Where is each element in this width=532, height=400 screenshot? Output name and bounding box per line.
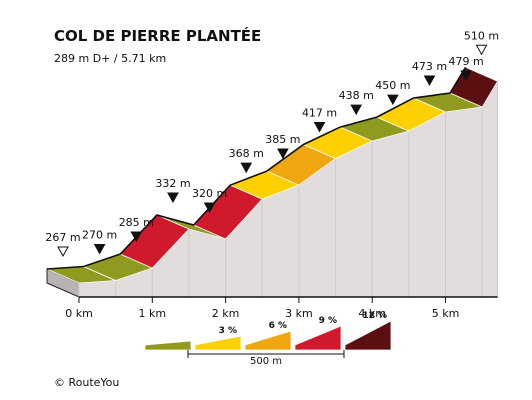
profile-gradient-strip [46, 66, 499, 284]
distance-tick-label: 2 km [212, 307, 240, 320]
elevation-label: 320 m [192, 187, 227, 200]
chart-title: COL DE PIERRE PLANTÉE [54, 26, 261, 45]
elevation-label: 267 m [45, 231, 80, 244]
profile-side-faces [46, 79, 499, 298]
elevation-marker [203, 202, 216, 214]
legend-swatch [294, 325, 342, 351]
gradient-legend: 3 % 6 % 9 % 12 % [144, 311, 392, 351]
elevation-label: 270 m [82, 229, 117, 242]
profile-side-segment [445, 106, 483, 298]
profile-ridge-line [46, 66, 467, 270]
elevation-marker [57, 246, 69, 258]
elevation-marker [475, 44, 488, 56]
scale-bar: 500 m [187, 350, 345, 367]
distance-tick-label: 3 km [285, 307, 313, 320]
legend-label: 6 % [269, 321, 287, 331]
distance-tick-label: 5 km [432, 307, 460, 320]
distance-tick-label: 4 km [358, 307, 386, 320]
chart-subtitle: 289 m D+ / 5.71 km [54, 52, 166, 65]
elevation-label: 473 m [412, 60, 447, 73]
copyright-text: © RouteYou [54, 376, 119, 389]
legend-swatch [194, 335, 242, 351]
legend-label: 12 % [362, 311, 387, 321]
legend-label: 3 % [219, 326, 237, 336]
legend-swatch [344, 320, 392, 351]
elevation-marker [93, 244, 106, 255]
legend-swatch [244, 330, 292, 351]
elevation-label: 368 m [229, 147, 264, 160]
elevation-label: 450 m [375, 79, 410, 92]
elevation-marker [387, 94, 399, 106]
elevation-marker [350, 104, 363, 116]
elevation-marker [277, 148, 289, 160]
scale-label: 500 m [250, 356, 282, 367]
profile-side-segment [408, 111, 446, 298]
elevation-label: 438 m [339, 89, 374, 102]
legend-swatch [144, 340, 192, 351]
profile-side-segment [261, 184, 300, 298]
elevation-label: 285 m [119, 216, 154, 229]
elevation-label: 385 m [265, 133, 300, 146]
profile-side-segment [481, 79, 499, 298]
profile-side-segment [188, 228, 227, 298]
elevation-marker [167, 192, 179, 204]
distance-tick-label: 1 km [139, 307, 167, 320]
distance-tick-label: 0 km [65, 307, 93, 320]
distance-axis: 0 km 1 km 2 km 3 km 4 km 5 km [65, 296, 498, 320]
profile-side-segment [371, 130, 410, 298]
elevation-label: 479 m [449, 55, 484, 68]
elevation-marker [130, 231, 143, 243]
elevation-label: 417 m [302, 107, 337, 120]
elevation-marker [423, 75, 436, 87]
elevation-marker [313, 122, 326, 133]
elevation-label: 332 m [155, 177, 190, 190]
elevation-label: 510 m [464, 29, 499, 42]
profile-side-segment [335, 140, 373, 298]
elevation-marker [460, 70, 472, 82]
elevation-marker [240, 162, 253, 174]
legend-label: 9 % [319, 316, 337, 326]
